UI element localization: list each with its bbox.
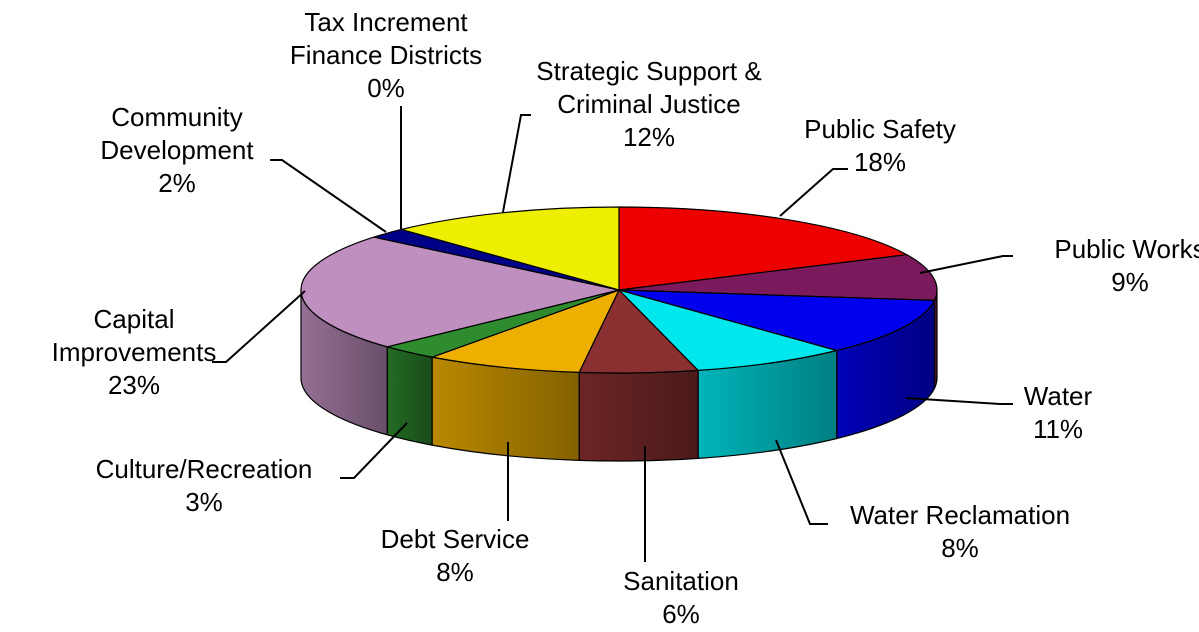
slice-name: Debt Service xyxy=(381,524,530,554)
slice-debt-service xyxy=(431,289,620,373)
slice-label-sanitation: Sanitation 6% xyxy=(623,566,739,629)
slice-label-water-reclamation: Water Reclamation 8% xyxy=(850,500,1070,563)
slice-percent: 3% xyxy=(185,487,223,517)
slice-percent: 6% xyxy=(662,599,700,629)
slice-name: Water xyxy=(1024,381,1093,411)
slice-water-reclamation xyxy=(618,289,838,371)
leader-line-water-reclamation xyxy=(775,439,828,525)
slice-name: Improvements xyxy=(52,337,217,367)
slice-percent: 9% xyxy=(1111,267,1149,297)
slice-name: Sanitation xyxy=(623,566,739,596)
slice-strategic-support-criminal-justice xyxy=(400,206,620,291)
slice-percent: 2% xyxy=(158,168,196,198)
slice-label-capital-improvements: Capital Improvements 23% xyxy=(52,304,217,400)
slice-label-community-development: Community Development 2% xyxy=(100,102,254,198)
pie-tops xyxy=(300,206,938,374)
slice-name: Public Safety xyxy=(804,114,956,144)
slice-name: Criminal Justice xyxy=(557,89,741,119)
slice-name: Public Works xyxy=(1054,234,1199,264)
slice-labels: Public Safety 18%Public Works 9%Water 11%Wa… xyxy=(52,7,1199,629)
slice-name: Finance Districts xyxy=(290,40,482,70)
slice-name: Water Reclamation xyxy=(850,500,1070,530)
slice-name: Culture/Recreation xyxy=(96,454,313,484)
slice-percent: 8% xyxy=(436,557,474,587)
leader-line-culture-recreation xyxy=(340,422,408,479)
slice-name: Development xyxy=(100,135,254,165)
leader-line-community-development xyxy=(270,159,387,233)
slice-percent: 18% xyxy=(854,147,906,177)
slice-label-public-safety: Public Safety 18% xyxy=(804,114,956,177)
slice-side-culture-recreation xyxy=(386,346,433,446)
pie-sides xyxy=(300,289,938,462)
slice-percent: 8% xyxy=(941,533,979,563)
slice-percent: 23% xyxy=(108,370,160,400)
slice-name: Community xyxy=(111,102,242,132)
slice-label-public-works: Public Works 9% xyxy=(1054,234,1199,297)
slice-water xyxy=(618,289,936,352)
slice-percent: 12% xyxy=(623,122,675,152)
leader-line-public-works xyxy=(919,255,1013,274)
slice-sanitation xyxy=(578,289,699,374)
slice-side-debt-service xyxy=(431,356,580,461)
slice-name: Capital xyxy=(94,304,175,334)
slice-side-sanitation xyxy=(578,369,699,462)
leader-line-water xyxy=(905,397,1013,405)
slice-percent: 11% xyxy=(1033,414,1083,444)
leader-line-public-safety xyxy=(779,168,848,217)
leader-line-capital-improvements xyxy=(212,290,306,363)
slice-capital-improvements xyxy=(300,236,620,348)
slice-percent: 0% xyxy=(367,73,405,103)
leader-lines xyxy=(212,106,1013,562)
slice-label-culture-recreation: Culture/Recreation 3% xyxy=(96,454,313,517)
slice-label-water: Water 11% xyxy=(1024,381,1093,444)
slice-name: Strategic Support & xyxy=(536,56,761,86)
slice-name: Tax Increment xyxy=(304,7,468,37)
slice-label-strategic-support-criminal-justice: Strategic Support & Criminal Justice 12% xyxy=(536,56,761,152)
slice-label-tax-increment-finance-districts: Tax Increment Finance Districts 0% xyxy=(290,7,482,103)
leader-line-strategic-support-criminal-justice xyxy=(502,114,531,213)
slice-public-safety xyxy=(618,206,908,291)
slice-public-works xyxy=(618,254,938,302)
slice-label-debt-service: Debt Service 8% xyxy=(381,524,530,587)
